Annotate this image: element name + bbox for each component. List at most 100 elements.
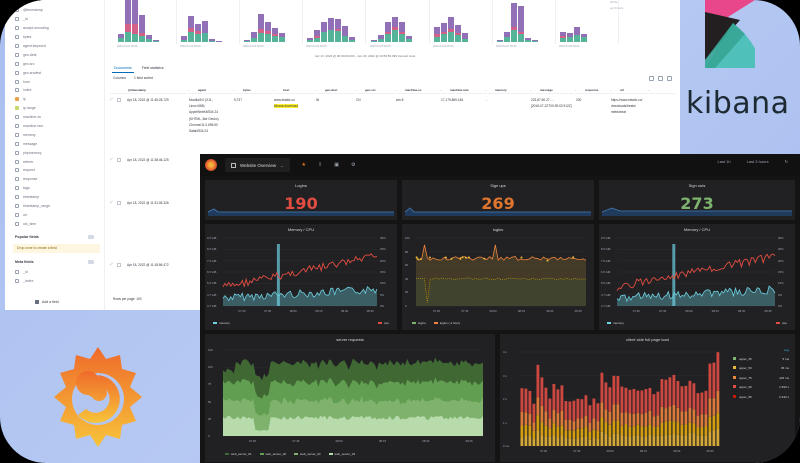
histogram-bar[interactable] (497, 40, 503, 42)
fullscreen-icon[interactable] (667, 76, 672, 81)
tab-field-statistics[interactable]: Field statistics (141, 66, 164, 70)
sidebar-field-item[interactable]: geo.src (5, 59, 104, 68)
chevron-down-icon[interactable]: ⌄ (529, 87, 532, 92)
sidebar-field-item[interactable]: timestamp_range (5, 202, 104, 211)
popular-drop-zone[interactable]: Drop zone to create a field (13, 244, 100, 254)
sidebar-field-item[interactable]: bytes (5, 33, 104, 42)
zoom-out-button[interactable]: Last 1h (717, 159, 731, 164)
histogram-bar[interactable] (244, 40, 250, 42)
histogram-bar[interactable] (511, 3, 517, 42)
tab-documents[interactable]: Documents (112, 64, 134, 73)
dashboard-picker[interactable]: Website Overview ⌄ (225, 158, 290, 172)
column-header[interactable]: bytes ⌄ (240, 86, 280, 93)
table-row[interactable]: ⤢ Apr 18, 2022 @ 11:38:46.125 (110, 157, 675, 163)
chevron-down-icon[interactable]: ⌄ (574, 87, 577, 92)
column-header[interactable]: geo.src ⌄ (362, 86, 402, 93)
histogram-bar[interactable] (153, 40, 159, 42)
meta-field-item[interactable]: _index (5, 276, 104, 285)
grafana-menu-icon[interactable] (205, 159, 217, 171)
histogram-bar[interactable] (525, 38, 531, 42)
sidebar-field-item[interactable]: agent.keyword (5, 42, 104, 51)
chevron-down-icon[interactable]: ⌄ (394, 87, 397, 92)
expand-row-icon[interactable]: ⤢ (110, 200, 113, 204)
histogram-bar[interactable] (518, 6, 524, 42)
chevron-down-icon[interactable]: ⌄ (439, 87, 442, 92)
legend-row[interactable]: upper_25 5 ms (733, 354, 789, 364)
histogram-bar[interactable] (258, 14, 264, 42)
histogram-bar[interactable] (188, 16, 194, 42)
histogram-bar[interactable] (371, 40, 377, 42)
sidebar-field-item[interactable]: host (5, 77, 104, 86)
histogram-bar[interactable] (581, 34, 587, 42)
graph-panel-server-requests[interactable]: server requests 125 100 75 50 25 0 07:30 07:45 0… (205, 334, 495, 462)
legend-item[interactable]: logins (412, 321, 426, 325)
histogram-bar[interactable] (434, 27, 440, 42)
legend-row[interactable]: upper_75 423 ms (733, 373, 789, 383)
expand-row-icon[interactable]: ⤢ (110, 262, 113, 266)
legend-item-memory[interactable]: memory (607, 321, 624, 325)
meta-field-item[interactable]: _id (5, 267, 104, 276)
add-field-button[interactable]: Add a field (35, 300, 59, 304)
density-icon[interactable] (649, 76, 654, 81)
expand-row-icon[interactable]: ⤢ (110, 97, 113, 101)
graph-panel-logins[interactable]: logins 100 80 60 40 20 0 07:30 07:45 08:00 08:15 0… (402, 224, 594, 330)
graph-panel-page-load[interactable]: client side full page load avg upper_25 5… (500, 334, 795, 462)
row-checkbox[interactable] (117, 98, 121, 102)
histogram-bar[interactable] (392, 17, 398, 42)
legend-item-memory[interactable]: memory (213, 321, 230, 325)
histogram-bar[interactable] (251, 32, 257, 42)
legend-item[interactable]: web_server_02 (259, 452, 286, 456)
star-icon[interactable]: ★ (301, 162, 307, 168)
graph-panel-memory-cpu-1[interactable]: Memory / CPU 9.5 GiB 8.6 GiB 7.5 GiB 6.5 Gi… (205, 224, 397, 330)
histogram-bar[interactable] (567, 33, 573, 42)
histogram-bar[interactable] (146, 35, 152, 42)
chevron-down-icon[interactable]: ⌄ (354, 87, 357, 92)
sidebar-field-item[interactable]: timestamp (5, 193, 104, 202)
histogram-bar[interactable] (399, 22, 405, 42)
expand-row-icon[interactable]: ⤢ (110, 157, 113, 161)
sidebar-field-item[interactable]: geo.srcdest (5, 68, 104, 77)
chevron-down-icon[interactable]: ⌄ (232, 87, 235, 92)
column-header[interactable]: @timestamp ⌄ (125, 86, 195, 93)
histogram-bar[interactable] (455, 25, 461, 42)
popular-fields-header[interactable]: Popular fields (5, 232, 104, 242)
sidebar-field-item[interactable]: request (5, 166, 104, 175)
stat-panel-signups[interactable]: Sign ups 269 (402, 180, 594, 220)
histogram-bar[interactable] (272, 28, 278, 42)
row-checkbox[interactable] (117, 263, 121, 267)
legend-row[interactable]: upper_90 1.593 s (733, 383, 789, 393)
sidebar-field-item[interactable]: _id (5, 15, 104, 24)
sidebar-field-item[interactable]: machine.ram (5, 122, 104, 131)
row-checkbox[interactable] (117, 158, 121, 162)
stat-panel-logins[interactable]: Logins 190 (205, 180, 397, 220)
histogram-bar[interactable] (314, 30, 320, 42)
histogram-bar[interactable] (279, 33, 285, 42)
legend-item[interactable]: web_server_01 (225, 452, 252, 456)
legend-row[interactable]: upper_95 2.342 s (733, 392, 789, 402)
histogram-bar[interactable] (574, 27, 580, 42)
sidebar-field-item[interactable]: tags (5, 184, 104, 193)
legend-item-cpu[interactable]: cpu (378, 321, 389, 325)
histogram-bar[interactable] (385, 22, 391, 42)
histogram-bar[interactable] (265, 22, 271, 42)
share-icon[interactable]: ⇪ (318, 162, 323, 168)
sidebar-field-item[interactable]: message (5, 139, 104, 148)
sidebar-field-item[interactable]: url (5, 210, 104, 219)
legend-item[interactable]: web_server_03 (294, 452, 321, 456)
histogram-bar[interactable] (532, 40, 538, 42)
histogram-bar[interactable] (335, 19, 341, 42)
chevron-down-icon[interactable]: ⌄ (484, 87, 487, 92)
column-header[interactable]: machine.os ⌄ (402, 86, 447, 93)
row-checkbox[interactable] (117, 201, 121, 205)
chevron-down-icon[interactable]: ⌄ (272, 87, 275, 92)
histogram-bar[interactable] (202, 21, 208, 42)
histogram-bar[interactable] (181, 36, 187, 42)
column-header[interactable]: response ⌄ (582, 86, 617, 93)
settings-gear-icon[interactable]: ⚙ (350, 162, 356, 168)
sidebar-field-item[interactable]: memory (5, 130, 104, 139)
sidebar-field-item[interactable]: ip.range (5, 104, 104, 113)
histogram-bar[interactable] (195, 24, 201, 42)
histogram-bar[interactable] (349, 37, 355, 42)
histogram-bar[interactable] (448, 17, 454, 42)
histogram-bar[interactable] (125, 0, 131, 42)
